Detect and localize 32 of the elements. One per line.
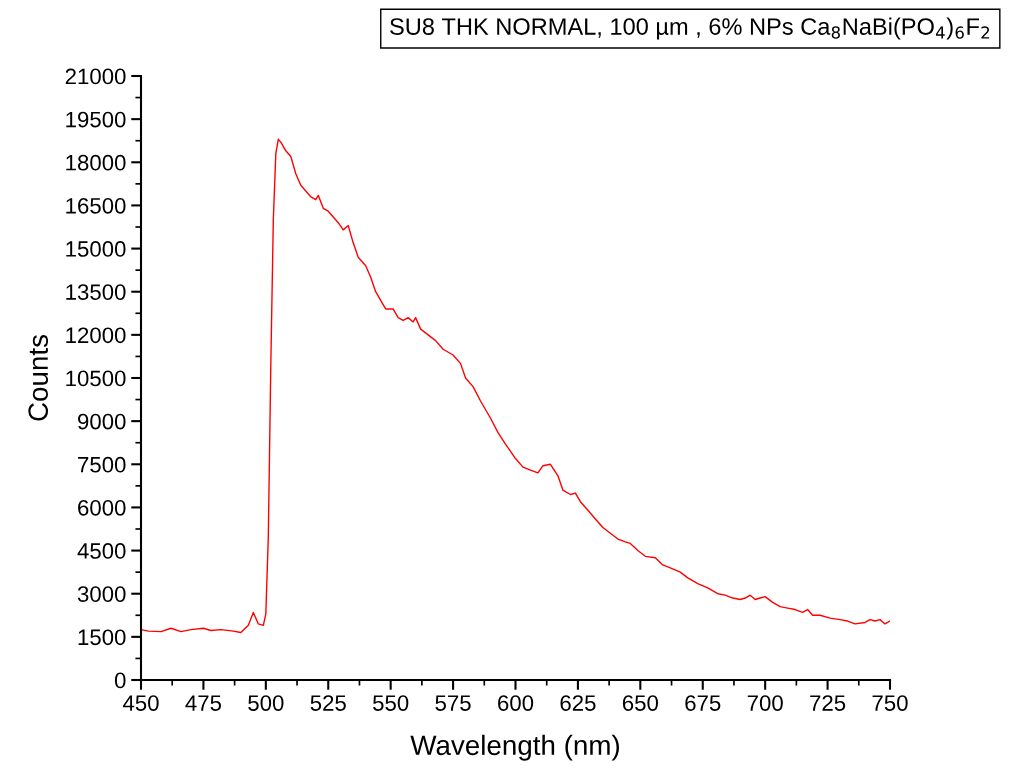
- y-tick-label: 1500: [78, 629, 126, 646]
- x-axis-title: Wavelength (nm): [410, 734, 620, 761]
- y-tick-label: 9000: [78, 413, 126, 430]
- y-tick-label: 18000: [66, 154, 126, 171]
- x-tick-label: 475: [185, 695, 222, 711]
- y-tick-label: 6000: [78, 499, 126, 516]
- y-tick-label: 4500: [77, 543, 126, 559]
- x-tick-label: 625: [560, 695, 596, 711]
- y-tick-label: 13500: [66, 284, 126, 300]
- x-tick-label: 725: [810, 695, 846, 711]
- x-tick-label: 525: [310, 695, 346, 711]
- y-tick-label: 7500: [78, 456, 126, 473]
- x-tick-label: 650: [622, 695, 658, 711]
- line-series: [141, 138, 890, 634]
- x-tick-label: 550: [373, 695, 409, 711]
- x-tick-label: 675: [685, 695, 721, 711]
- y-tick-label: 15000: [66, 241, 126, 257]
- x-tick-label: 500: [248, 695, 284, 711]
- y-axis-title: Counts: [28, 334, 49, 421]
- y-tick-label: 0: [114, 672, 126, 689]
- y-tick-label: 3000: [77, 586, 126, 602]
- y-tick-label: 12000: [66, 327, 126, 344]
- x-tick-label: 700: [747, 695, 783, 711]
- x-tick-label: 450: [122, 695, 159, 711]
- x-tick-label: 750: [872, 695, 908, 711]
- y-tick-label: 21000: [65, 68, 126, 85]
- chart-title: SU8 THK NORMAL, 100 µm , 6% NPs Ca$_{8}$NaBi(PO$_{4}$)$_{6}$F$_{2}$: [390, 17, 990, 40]
- x-tick-label: 600: [498, 695, 534, 711]
- y-tick-label: 19500: [66, 111, 126, 128]
- y-tick-label: 10500: [66, 370, 126, 387]
- y-tick-label: 16500: [66, 197, 126, 214]
- x-tick-label: 575: [435, 695, 471, 711]
